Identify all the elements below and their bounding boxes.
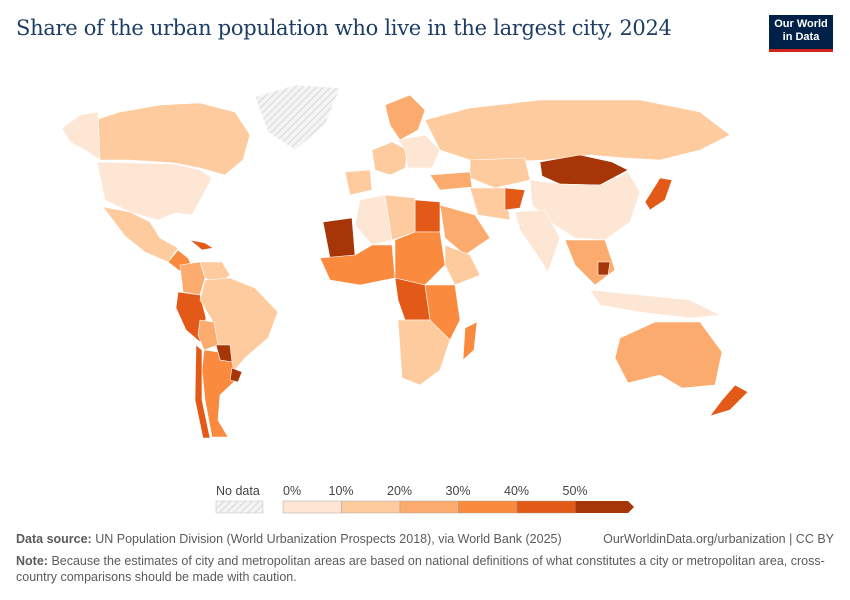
country-west-africa[interactable]: West Africa: [319, 244, 396, 286]
chart-note: Note: Because the estimates of city and …: [16, 553, 836, 585]
country-uruguay[interactable]: Uruguay: [229, 367, 243, 383]
note-text: Because the estimates of city and metrop…: [16, 554, 825, 584]
legend-no-data-swatch: [215, 500, 264, 514]
source-label: Data source:: [16, 532, 92, 546]
country-ethiopia[interactable]: Ethiopia: [444, 244, 481, 286]
note-label: Note:: [16, 554, 48, 568]
map-legend: No data 0% 10% 20% 30% 40% 50%: [215, 484, 634, 514]
country-central-europe[interactable]: Central Europe: [397, 134, 441, 169]
country-japan[interactable]: Japan: [644, 177, 673, 211]
legend-tick-label: 10%: [329, 484, 354, 498]
country-canada[interactable]: Canada: [94, 102, 251, 176]
country-madagascar[interactable]: Madagascar: [462, 321, 478, 361]
country-greenland[interactable]: Greenland: [254, 84, 341, 151]
legend-bin-3: [458, 500, 518, 514]
country-russia[interactable]: Russia: [424, 99, 731, 163]
country-bolivia[interactable]: Bolivia: [197, 319, 219, 351]
country-india[interactable]: India: [514, 209, 561, 273]
country-turkey[interactable]: Turkey: [429, 171, 473, 191]
country-colombia[interactable]: Colombia: [179, 261, 206, 296]
legend-bin-0: [282, 500, 342, 514]
legend-tick-label: 20%: [387, 484, 412, 498]
country-iberia[interactable]: Iberia: [344, 169, 373, 196]
owid-logo[interactable]: Our World in Data: [769, 15, 833, 52]
country-saudi-arabia[interactable]: Saudi Arabia: [439, 204, 491, 256]
country-afghanistan[interactable]: Afghanistan: [504, 187, 526, 211]
country-kazakhstan[interactable]: Kazakhstan: [469, 157, 531, 189]
legend-tick-label: 40%: [504, 484, 529, 498]
legend-no-data-label: No data: [216, 484, 260, 498]
country-australia[interactable]: Australia: [614, 321, 723, 389]
source-url-link[interactable]: OurWorldinData.org/urbanization | CC BY: [603, 532, 834, 546]
country-egypt[interactable]: Egypt: [414, 199, 441, 233]
country-chile[interactable]: Chile: [194, 344, 211, 439]
logo-line-2: in Data: [782, 31, 820, 43]
legend-tick-label: 30%: [446, 484, 471, 498]
country-algeria[interactable]: Algeria: [354, 194, 393, 246]
country-mongolia[interactable]: Mongolia: [539, 154, 629, 186]
legend-bin-1: [341, 500, 401, 514]
legend-bin-2: [399, 500, 459, 514]
country-alaska-usa[interactable]: Alaska (USA): [61, 111, 101, 161]
legend-bin-4: [516, 500, 576, 514]
chart-title: Share of the urban population who live i…: [16, 16, 672, 40]
country-mexico[interactable]: Mexico: [102, 206, 179, 263]
legend-bin-5: [575, 501, 634, 513]
logo-line-1: Our World: [774, 18, 828, 30]
country-caribbean[interactable]: Caribbean: [189, 239, 214, 251]
country-cambodia[interactable]: Cambodia: [597, 261, 611, 276]
world-map: CanadaAlaska (USA) Greenland United States…: [61, 84, 749, 439]
country-central-africa[interactable]: Central Africa: [394, 231, 446, 286]
country-argentina[interactable]: Argentina: [201, 349, 237, 438]
country-southern-africa[interactable]: Southern Africa: [397, 319, 451, 386]
data-source: Data source: UN Population Division (Wor…: [16, 532, 562, 546]
country-united-states[interactable]: United States: [96, 161, 213, 221]
country-iran[interactable]: Iran: [469, 187, 511, 221]
country-indonesia[interactable]: Indonesia: [589, 289, 722, 319]
legend-tick-label: 0%: [283, 484, 301, 498]
country-new-zealand[interactable]: New Zealand: [709, 384, 749, 417]
legend-tick-label: 50%: [563, 484, 588, 498]
country-western-europe[interactable]: Western Europe: [371, 141, 409, 176]
country-mauritania[interactable]: Mauritania: [322, 217, 356, 259]
country-scandinavia[interactable]: Scandinavia: [384, 94, 426, 141]
source-text: UN Population Division (World Urbanizati…: [95, 532, 562, 546]
